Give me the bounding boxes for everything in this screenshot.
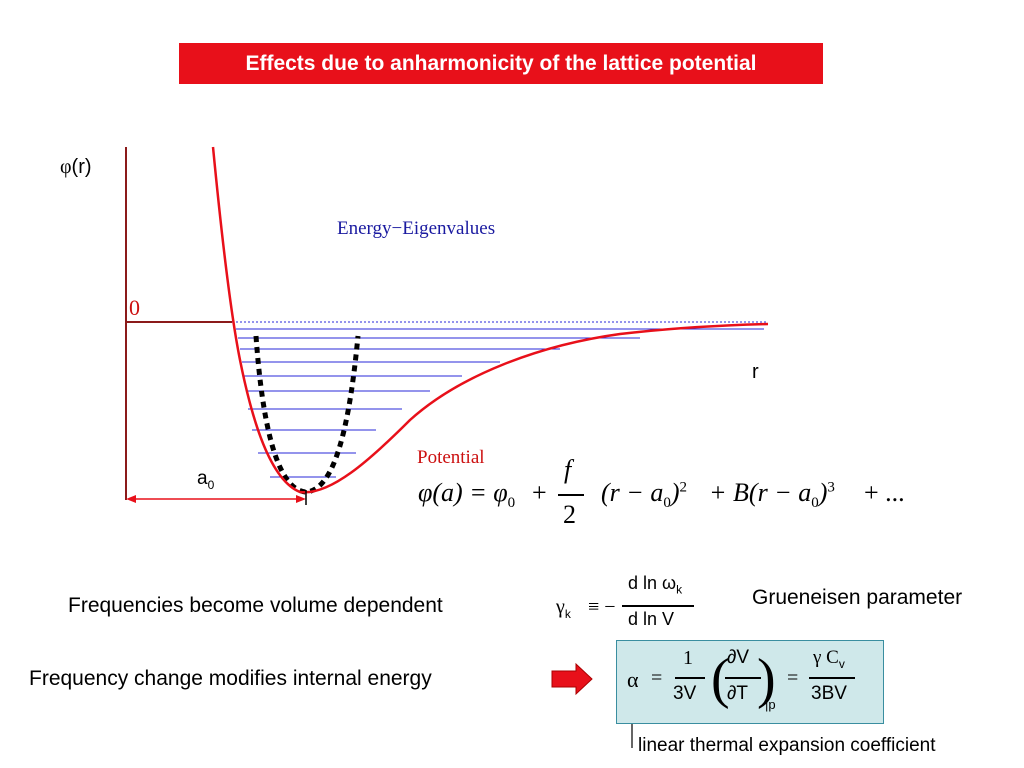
- expansion-cubic: + B(r − a0)3: [709, 478, 835, 512]
- fraction-bar: [558, 494, 584, 496]
- alpha-gamma-cv: γ Cv: [813, 647, 845, 671]
- alpha-one: 1: [683, 647, 693, 669]
- energy-eigenvalues-label: Energy−Eigenvalues: [337, 218, 496, 239]
- fraction-f: f: [564, 455, 572, 484]
- grueneisen-label: Grueneisen parameter: [752, 586, 963, 609]
- a0-arrow-right-head: [296, 495, 306, 503]
- harmonic-parabola: [253, 335, 361, 495]
- slide-title: Effects due to anharmonicity of the latt…: [179, 43, 823, 84]
- alpha-eq: =: [651, 667, 663, 689]
- linear-expansion-label: linear thermal expansion coefficient: [638, 735, 936, 756]
- gamma-equiv: ≡ −: [588, 596, 616, 618]
- alpha-bar-2: [725, 677, 761, 679]
- fraction-two: 2: [563, 500, 576, 529]
- internal-energy-text: Frequency change modifies internal energ…: [29, 667, 432, 690]
- potential-curve: [211, 146, 769, 494]
- alpha-formula-box: α = 1 3V ( ∂V ∂T ) |p = γ Cv 3BV: [616, 640, 884, 724]
- volume-dependent-text: Frequencies become volume dependent: [68, 594, 443, 617]
- a0-arrow-left-head: [126, 495, 136, 503]
- expansion-tail: + ...: [864, 478, 905, 507]
- alpha-symbol: α: [627, 667, 639, 692]
- potential-label: Potential: [417, 447, 485, 468]
- paren-right: ): [757, 648, 776, 710]
- a0-label: a0: [197, 468, 215, 492]
- gamma-denominator: d ln V: [628, 609, 675, 629]
- alpha-bar-1: [675, 677, 705, 679]
- paren-left: (: [711, 648, 730, 710]
- alpha-bar-3: [809, 677, 855, 679]
- expansion-quadratic: (r − a0)2: [601, 478, 687, 512]
- gamma-numerator: d ln ωk: [628, 573, 683, 597]
- right-arrow-icon: [551, 662, 593, 696]
- alpha-3bv: 3BV: [811, 683, 847, 704]
- gamma-fraction-bar: [622, 605, 694, 607]
- expansion-lhs: φ(a) = φ0: [418, 478, 516, 512]
- y-axis-label: φ(r): [60, 156, 92, 178]
- alpha-dt: ∂T: [727, 683, 748, 704]
- gamma-k-symbol: γk: [556, 596, 571, 621]
- alpha-3v: 3V: [673, 683, 697, 704]
- energy-levels: [236, 328, 764, 478]
- alpha-eq2: =: [787, 667, 799, 689]
- alpha-dv: ∂V: [727, 647, 750, 668]
- zero-label: 0: [129, 295, 140, 320]
- alpha-p: |p: [765, 697, 776, 712]
- r-axis-label: r: [752, 361, 759, 383]
- expansion-plus: +: [532, 478, 547, 507]
